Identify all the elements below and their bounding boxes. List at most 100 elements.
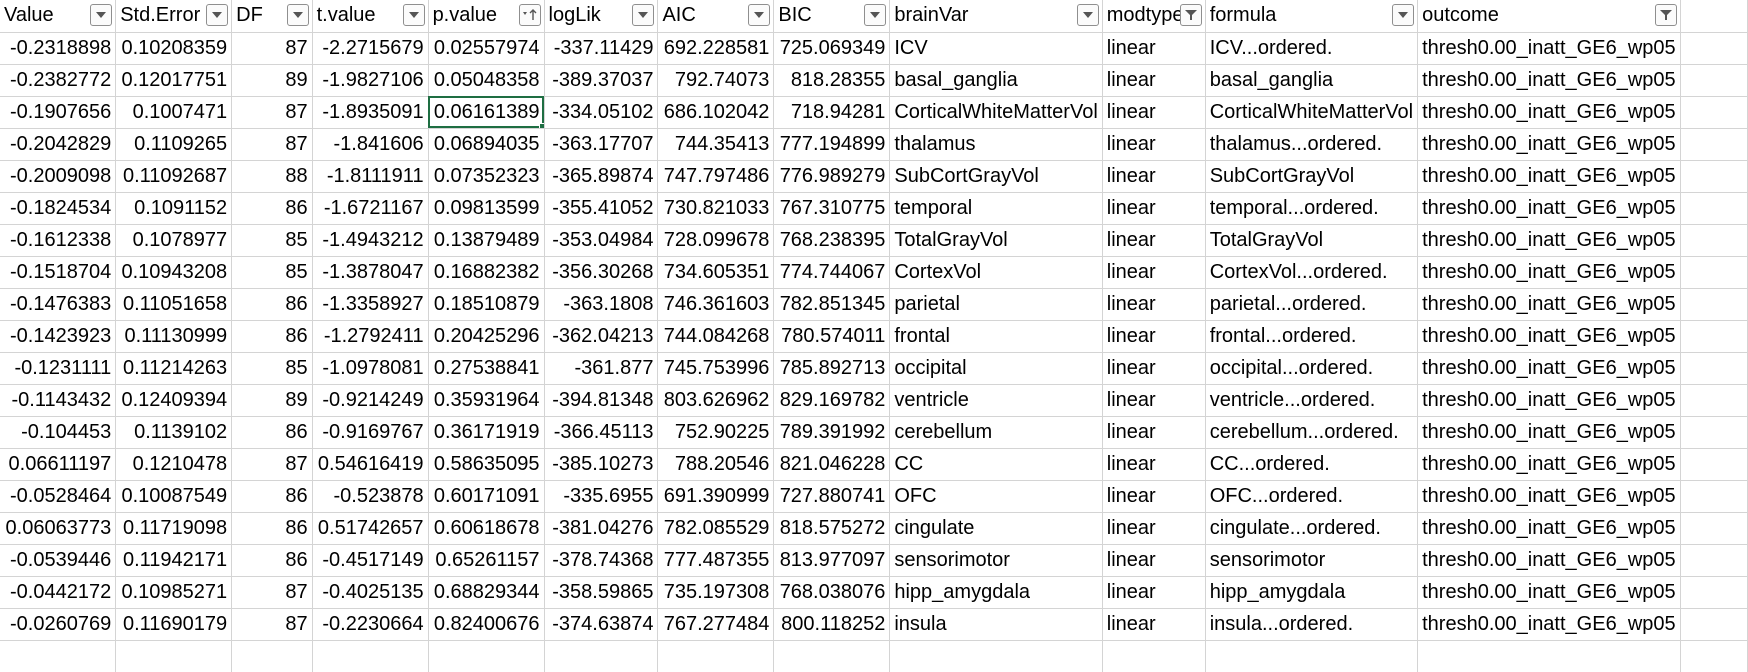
filter-dropdown-icon[interactable] bbox=[864, 4, 887, 26]
cell-outcome[interactable]: thresh0.00_inatt_GE6_wp05 bbox=[1417, 448, 1681, 481]
cell-p-value[interactable]: 0.13879489 bbox=[428, 224, 545, 257]
cell-brainvar[interactable]: CortexVol bbox=[889, 256, 1103, 289]
cell-t-value[interactable]: -1.6721167 bbox=[312, 192, 429, 225]
column-header-loglik[interactable]: logLik bbox=[544, 0, 659, 33]
cell-loglik[interactable]: -363.17707 bbox=[544, 128, 659, 161]
cell-modtype[interactable]: linear bbox=[1102, 448, 1206, 481]
cell-bic[interactable]: 768.238395 bbox=[773, 224, 891, 257]
cell-value[interactable]: -0.1231111 bbox=[0, 352, 117, 385]
cell-aic[interactable]: 686.102042 bbox=[657, 96, 775, 129]
cell-aic[interactable]: 730.821033 bbox=[657, 192, 775, 225]
cell-std-error[interactable]: 0.10208359 bbox=[115, 32, 233, 65]
empty-cell[interactable] bbox=[1680, 416, 1748, 449]
cell-p-value[interactable]: 0.07352323 bbox=[428, 160, 545, 193]
cell-p-value[interactable]: 0.60171091 bbox=[428, 480, 545, 513]
cell-formula[interactable]: insula...ordered. bbox=[1205, 608, 1419, 641]
cell-t-value[interactable]: -0.2230664 bbox=[312, 608, 429, 641]
cell-p-value[interactable]: 0.09813599 bbox=[428, 192, 545, 225]
filter-dropdown-icon[interactable] bbox=[748, 4, 771, 26]
filter-dropdown-icon[interactable] bbox=[1392, 4, 1415, 26]
cell-std-error[interactable]: 0.12409394 bbox=[115, 384, 233, 417]
cell-t-value[interactable]: -1.841606 bbox=[312, 128, 429, 161]
empty-cell[interactable] bbox=[657, 640, 775, 672]
column-header-aic[interactable]: AIC bbox=[657, 0, 775, 33]
cell-value[interactable]: -0.2042829 bbox=[0, 128, 117, 161]
cell-t-value[interactable]: -1.3878047 bbox=[312, 256, 429, 289]
cell-df[interactable]: 85 bbox=[231, 352, 313, 385]
column-header-t-value[interactable]: t.value bbox=[312, 0, 429, 33]
cell-modtype[interactable]: linear bbox=[1102, 224, 1206, 257]
cell-value[interactable]: -0.1423923 bbox=[0, 320, 117, 353]
cell-brainvar[interactable]: sensorimotor bbox=[889, 544, 1103, 577]
cell-df[interactable]: 85 bbox=[231, 224, 313, 257]
cell-loglik[interactable]: -389.37037 bbox=[544, 64, 659, 97]
cell-bic[interactable]: 821.046228 bbox=[773, 448, 891, 481]
cell-loglik[interactable]: -361.877 bbox=[544, 352, 659, 385]
cell-df[interactable]: 87 bbox=[231, 448, 313, 481]
cell-modtype[interactable]: linear bbox=[1102, 352, 1206, 385]
cell-formula[interactable]: occipital...ordered. bbox=[1205, 352, 1419, 385]
cell-outcome[interactable]: thresh0.00_inatt_GE6_wp05 bbox=[1417, 224, 1681, 257]
cell-value[interactable]: 0.06063773 bbox=[0, 512, 117, 545]
filter-dropdown-icon[interactable] bbox=[206, 4, 229, 26]
cell-df[interactable]: 86 bbox=[231, 288, 313, 321]
cell-df[interactable]: 85 bbox=[231, 256, 313, 289]
empty-cell[interactable] bbox=[312, 640, 429, 672]
cell-value[interactable]: -0.2382772 bbox=[0, 64, 117, 97]
cell-value[interactable]: -0.1476383 bbox=[0, 288, 117, 321]
cell-formula[interactable]: frontal...ordered. bbox=[1205, 320, 1419, 353]
cell-aic[interactable]: 777.487355 bbox=[657, 544, 775, 577]
empty-cell[interactable] bbox=[1680, 64, 1748, 97]
cell-loglik[interactable]: -334.05102 bbox=[544, 96, 659, 129]
cell-value[interactable]: -0.0260769 bbox=[0, 608, 117, 641]
cell-std-error[interactable]: 0.1091152 bbox=[115, 192, 233, 225]
empty-cell[interactable] bbox=[115, 640, 233, 672]
cell-loglik[interactable]: -337.11429 bbox=[544, 32, 659, 65]
cell-p-value[interactable]: 0.68829344 bbox=[428, 576, 545, 609]
cell-outcome[interactable]: thresh0.00_inatt_GE6_wp05 bbox=[1417, 160, 1681, 193]
cell-aic[interactable]: 691.390999 bbox=[657, 480, 775, 513]
cell-value[interactable]: -0.1612338 bbox=[0, 224, 117, 257]
cell-aic[interactable]: 752.90225 bbox=[657, 416, 775, 449]
cell-outcome[interactable]: thresh0.00_inatt_GE6_wp05 bbox=[1417, 288, 1681, 321]
cell-std-error[interactable]: 0.10087549 bbox=[115, 480, 233, 513]
empty-cell[interactable] bbox=[1680, 96, 1748, 129]
cell-modtype[interactable]: linear bbox=[1102, 192, 1206, 225]
cell-formula[interactable]: cingulate...ordered. bbox=[1205, 512, 1419, 545]
cell-brainvar[interactable]: parietal bbox=[889, 288, 1103, 321]
cell-value[interactable]: -0.1907656 bbox=[0, 96, 117, 129]
cell-modtype[interactable]: linear bbox=[1102, 256, 1206, 289]
cell-p-value[interactable]: 0.82400676 bbox=[428, 608, 545, 641]
cell-brainvar[interactable]: OFC bbox=[889, 480, 1103, 513]
empty-cell[interactable] bbox=[231, 640, 313, 672]
cell-outcome[interactable]: thresh0.00_inatt_GE6_wp05 bbox=[1417, 544, 1681, 577]
cell-t-value[interactable]: -0.4517149 bbox=[312, 544, 429, 577]
cell-p-value[interactable]: 0.02557974 bbox=[428, 32, 545, 65]
cell-aic[interactable]: 803.626962 bbox=[657, 384, 775, 417]
cell-bic[interactable]: 829.169782 bbox=[773, 384, 891, 417]
cell-formula[interactable]: TotalGrayVol bbox=[1205, 224, 1419, 257]
cell-aic[interactable]: 744.35413 bbox=[657, 128, 775, 161]
cell-formula[interactable]: thalamus...ordered. bbox=[1205, 128, 1419, 161]
cell-value[interactable]: -0.104453 bbox=[0, 416, 117, 449]
cell-formula[interactable]: hipp_amygdala bbox=[1205, 576, 1419, 609]
cell-bic[interactable]: 780.574011 bbox=[773, 320, 891, 353]
cell-value[interactable]: -0.2318898 bbox=[0, 32, 117, 65]
cell-t-value[interactable]: -1.8111911 bbox=[312, 160, 429, 193]
sort-ascending-icon[interactable] bbox=[518, 4, 541, 26]
empty-cell[interactable] bbox=[1680, 160, 1748, 193]
cell-t-value[interactable]: -1.8935091 bbox=[312, 96, 429, 129]
empty-cell[interactable] bbox=[1680, 224, 1748, 257]
cell-brainvar[interactable]: ICV bbox=[889, 32, 1103, 65]
cell-aic[interactable]: 747.797486 bbox=[657, 160, 775, 193]
column-header-formula[interactable]: formula bbox=[1205, 0, 1419, 33]
cell-loglik[interactable]: -335.6955 bbox=[544, 480, 659, 513]
cell-aic[interactable]: 692.228581 bbox=[657, 32, 775, 65]
cell-p-value[interactable]: 0.06894035 bbox=[428, 128, 545, 161]
cell-df[interactable]: 86 bbox=[231, 192, 313, 225]
filter-active-icon[interactable] bbox=[1654, 4, 1677, 26]
cell-outcome[interactable]: thresh0.00_inatt_GE6_wp05 bbox=[1417, 608, 1681, 641]
cell-df[interactable]: 86 bbox=[231, 480, 313, 513]
empty-cell[interactable] bbox=[1680, 544, 1748, 577]
cell-df[interactable]: 86 bbox=[231, 512, 313, 545]
